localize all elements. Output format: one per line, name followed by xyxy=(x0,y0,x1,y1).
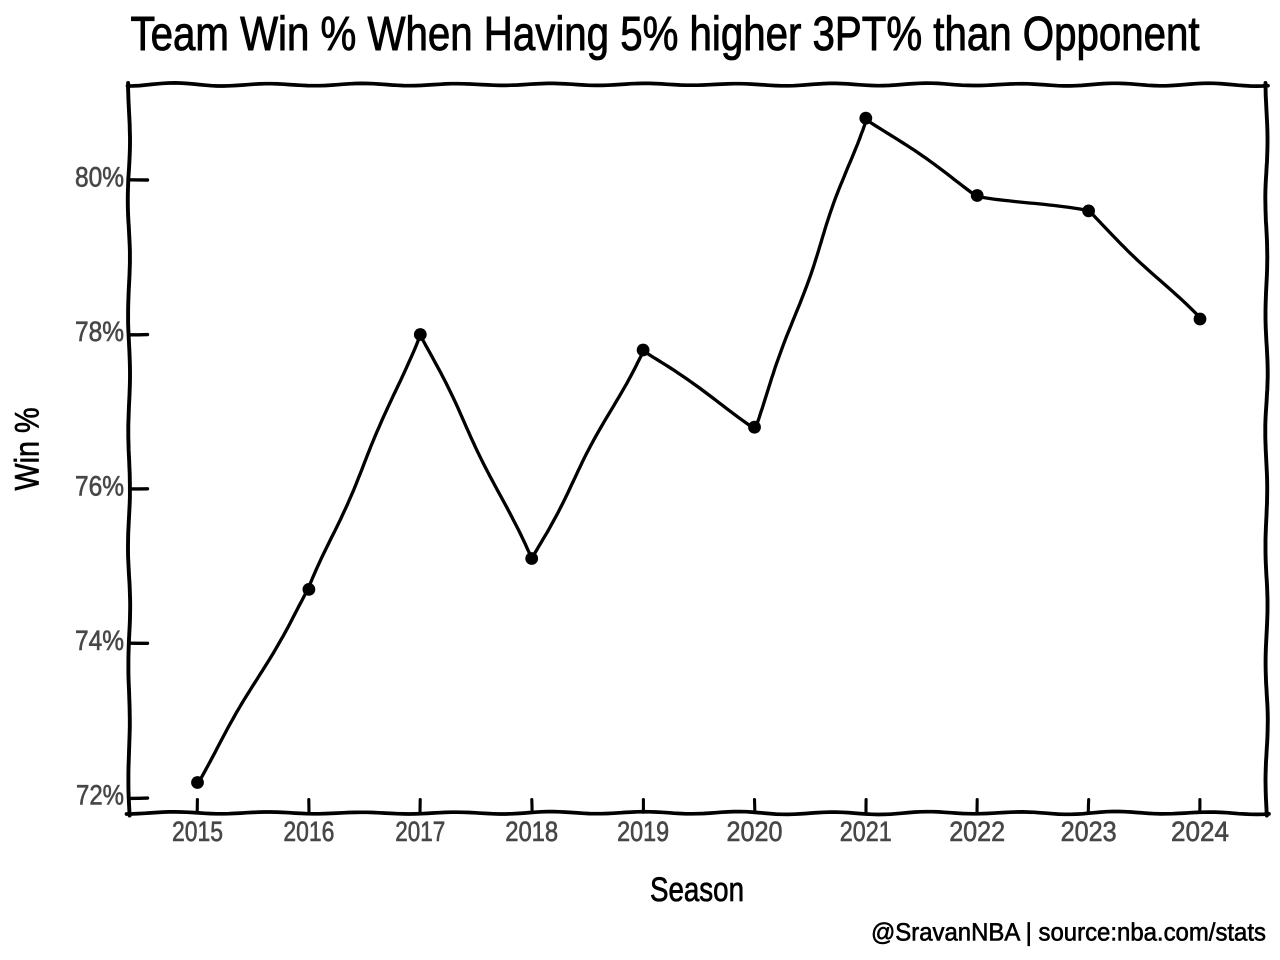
svg-text:78%: 78% xyxy=(75,316,124,347)
svg-text:2024: 2024 xyxy=(1171,816,1229,847)
svg-text:@SravanNBA | source:nba.com/st: @SravanNBA | source:nba.com/stats xyxy=(871,919,1266,947)
svg-text:2016: 2016 xyxy=(283,816,334,847)
svg-text:2021: 2021 xyxy=(840,816,892,847)
svg-text:76%: 76% xyxy=(75,471,124,502)
svg-text:2019: 2019 xyxy=(617,816,669,847)
svg-text:72%: 72% xyxy=(76,780,124,811)
svg-text:Season: Season xyxy=(650,871,744,909)
svg-text:2023: 2023 xyxy=(1061,816,1117,847)
svg-text:Team Win % When Having 5% high: Team Win % When Having 5% higher 3PT% th… xyxy=(131,8,1200,61)
svg-text:2017: 2017 xyxy=(395,816,445,847)
svg-text:2015: 2015 xyxy=(172,816,223,847)
svg-text:74%: 74% xyxy=(75,625,124,656)
svg-text:2020: 2020 xyxy=(727,816,783,847)
svg-text:Win %: Win % xyxy=(9,408,47,491)
svg-text:2022: 2022 xyxy=(949,816,1005,847)
svg-text:2018: 2018 xyxy=(505,816,558,847)
svg-text:80%: 80% xyxy=(75,162,124,193)
